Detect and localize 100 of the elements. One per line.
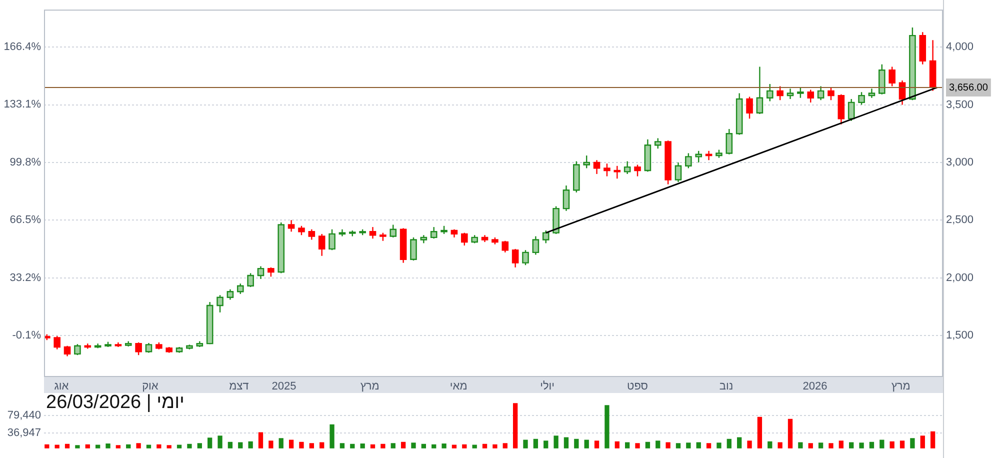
x-tick-label: 2025 (272, 380, 296, 393)
bar (146, 444, 152, 448)
ref-line-label: 3,656.00 (949, 82, 988, 94)
bar (890, 441, 894, 448)
annotation: יומי | 26/03/2026 (46, 392, 184, 414)
x-tick-label: 2026 (802, 380, 828, 393)
bar (299, 442, 304, 448)
bar (309, 443, 314, 448)
y-tick-label: 36,947 (7, 427, 41, 440)
bar (574, 438, 579, 448)
y2-tick-label: 66.5% (10, 214, 42, 226)
bar (340, 443, 345, 448)
bar (747, 440, 752, 448)
x-tick-label: נוב (719, 380, 734, 393)
bar (880, 440, 884, 448)
bar (187, 444, 192, 448)
y-tick-label: 2,500 (946, 214, 974, 226)
x-tick-label: מרץ (891, 380, 910, 393)
bar (512, 403, 518, 448)
bar (859, 442, 864, 448)
y-tick-label: 3,000 (946, 156, 974, 168)
bar (726, 438, 732, 448)
bar (258, 432, 264, 448)
bar (238, 442, 243, 448)
bar (666, 442, 670, 448)
y2-tick-label: 133.1% (4, 98, 42, 111)
bar (106, 443, 110, 448)
bar (288, 440, 294, 448)
bar (472, 444, 477, 448)
bar (320, 442, 324, 448)
bar (757, 416, 762, 448)
bar (411, 442, 416, 448)
bar (330, 424, 334, 448)
bar (75, 445, 80, 448)
bar (625, 442, 630, 448)
x-tick-label: אוק (142, 380, 158, 393)
y-tick-label: 2,000 (946, 272, 974, 284)
bar (706, 443, 712, 448)
x-tick-label: יולי (540, 380, 555, 393)
bar (197, 443, 202, 448)
bar (838, 440, 844, 448)
bar (737, 437, 742, 448)
y2-tick-label: 33.2% (10, 272, 42, 284)
y-tick-label: 4,000 (946, 41, 974, 54)
bar (533, 438, 538, 448)
bar (696, 442, 701, 448)
bar (716, 442, 722, 448)
bar (116, 445, 121, 448)
x-tick-label: מרץ (360, 380, 380, 393)
bar (502, 443, 508, 448)
bar (676, 443, 681, 448)
bar (788, 418, 793, 448)
bar (390, 443, 396, 448)
y-tick-label: 1,500 (946, 330, 974, 342)
bar (452, 444, 457, 448)
bar (686, 442, 691, 448)
bar (380, 444, 386, 448)
bar (910, 438, 915, 448)
bar (208, 438, 212, 448)
bar (564, 437, 569, 448)
bar (930, 431, 936, 448)
x-tick-label: ספט (627, 380, 648, 393)
bar (156, 444, 162, 448)
bar (442, 443, 446, 448)
bar (95, 444, 100, 448)
bar (584, 440, 589, 448)
y2-tick-label: 166.4% (4, 41, 42, 54)
bar (554, 436, 558, 448)
bar (176, 444, 182, 448)
bar (248, 441, 253, 448)
y-tick-label: 3,500 (946, 98, 974, 111)
y2-tick-label: 99.8% (10, 156, 42, 168)
bar (166, 445, 172, 448)
bar (768, 441, 772, 448)
bar (523, 440, 528, 448)
bar (278, 438, 284, 448)
bar (778, 442, 782, 448)
bar (818, 442, 824, 448)
bar (54, 444, 60, 448)
bar (136, 443, 141, 448)
bar (635, 443, 640, 448)
bar (808, 443, 813, 448)
bar (656, 440, 660, 448)
x-tick-label: מאי (450, 380, 468, 393)
x-tick-label: אוג (54, 380, 69, 393)
bar (614, 441, 620, 448)
bar (594, 440, 600, 448)
bar (604, 405, 610, 448)
bar (218, 436, 222, 448)
bar (920, 436, 925, 448)
bar (849, 442, 854, 448)
y2-tick-label: -0.1% (12, 329, 42, 342)
bar (492, 444, 498, 448)
y-tick-label: 79,440 (7, 409, 41, 422)
bar (544, 440, 548, 448)
x-tick-label: דצמ (229, 380, 249, 393)
bar (268, 440, 274, 448)
bar (828, 443, 834, 448)
bar (798, 442, 803, 448)
bar (360, 443, 365, 448)
